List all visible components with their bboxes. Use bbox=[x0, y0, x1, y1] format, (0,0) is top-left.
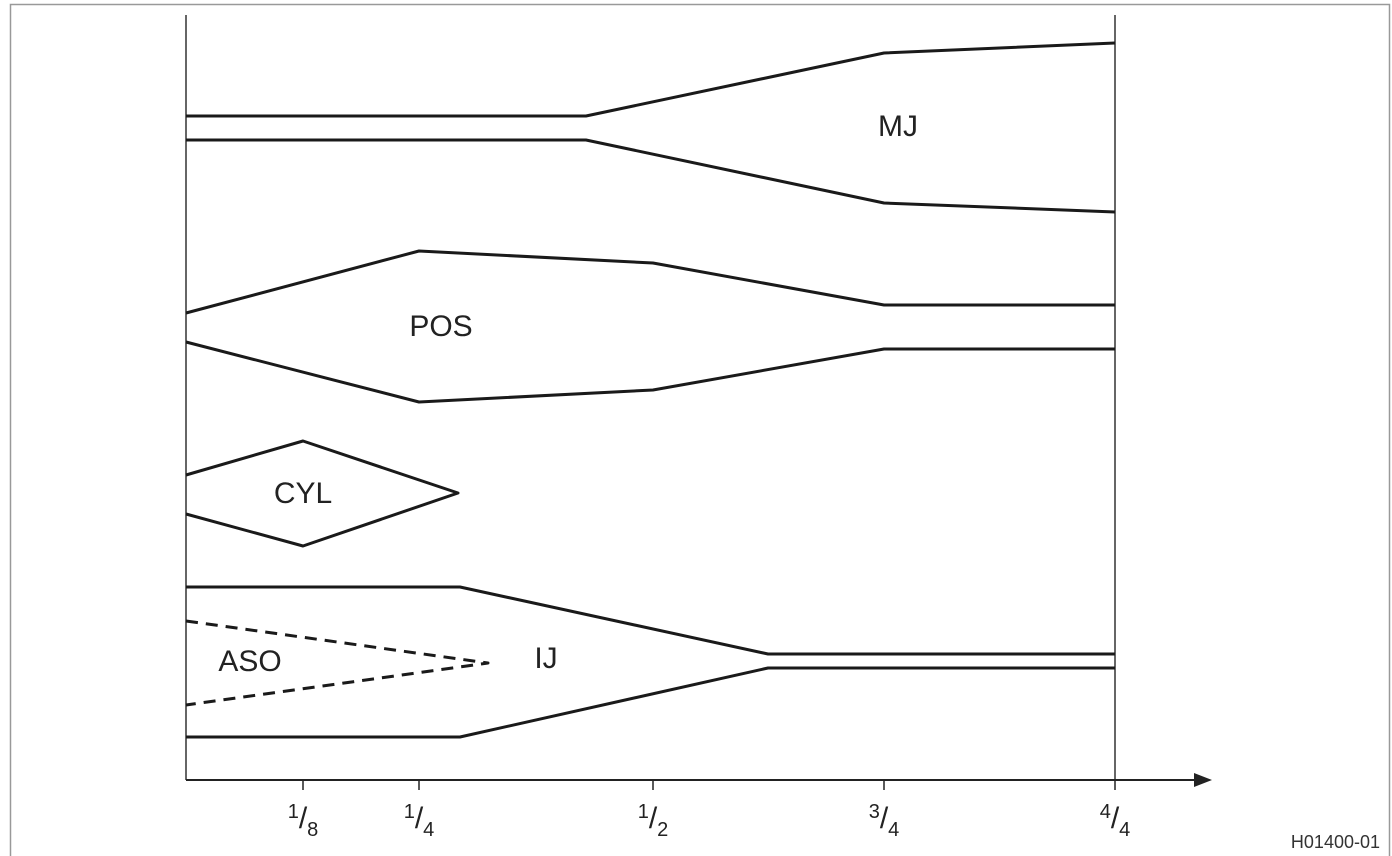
tick-label: 1/8 bbox=[288, 801, 319, 841]
cyl-shape bbox=[185, 439, 460, 548]
tick-label: 3/4 bbox=[869, 801, 900, 841]
mj-label: MJ bbox=[878, 110, 918, 143]
ij-top bbox=[186, 585, 1115, 656]
aso-label: ASO bbox=[218, 645, 281, 678]
axis-arrow bbox=[1194, 773, 1212, 787]
tick-label: 1/4 bbox=[404, 801, 435, 841]
frame bbox=[9, 3, 1391, 856]
figure-code: H01400-01 bbox=[1291, 832, 1380, 852]
tick-label: 4/4 bbox=[1100, 801, 1131, 841]
pos-label: POS bbox=[409, 310, 472, 343]
pos-top bbox=[185, 249, 1115, 315]
cyl-label: CYL bbox=[274, 477, 332, 510]
tick-label: 1/2 bbox=[638, 801, 669, 841]
mj-bottom bbox=[186, 138, 1116, 214]
ij-bottom bbox=[186, 666, 1115, 739]
mj-top bbox=[186, 41, 1116, 118]
aso-shape bbox=[185, 619, 490, 707]
ij-label: IJ bbox=[534, 642, 557, 675]
pos-bottom bbox=[185, 340, 1115, 404]
tick-marks bbox=[302, 780, 1116, 790]
